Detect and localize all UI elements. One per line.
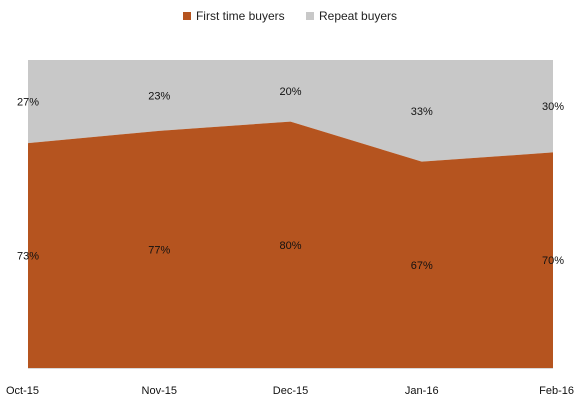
x-tick-label: Feb-16 [539, 385, 574, 397]
x-tick-label: Jan-16 [405, 385, 439, 397]
data-label-first-time: 80% [279, 240, 301, 252]
legend-label-repeat: Repeat buyers [318, 9, 398, 23]
data-label-repeat: 23% [148, 90, 170, 102]
data-label-repeat: 20% [279, 86, 301, 98]
legend-item-repeat-buyers: Repeat buyers [305, 9, 398, 23]
legend-label-first-time: First time buyers [195, 9, 285, 23]
data-label-repeat: 27% [17, 97, 39, 109]
x-tick-label: Oct-15 [6, 385, 39, 397]
area-repeat-buyers [28, 60, 553, 162]
data-label-first-time: 73% [17, 251, 39, 263]
x-tick-label: Nov-15 [142, 385, 177, 397]
legend: First time buyers Repeat buyers [0, 9, 580, 23]
data-label-first-time: 77% [148, 244, 170, 256]
area-first-time-buyers [28, 121, 553, 368]
x-axis-ticks: Oct-15 Nov-15 Dec-15 Jan-16 Feb-16 [6, 385, 574, 397]
x-tick-label: Dec-15 [273, 385, 308, 397]
data-label-first-time: 70% [542, 255, 564, 267]
data-label-first-time: 67% [411, 260, 433, 272]
data-label-repeat: 30% [542, 101, 564, 113]
legend-item-first-time-buyers: First time buyers [182, 9, 285, 23]
legend-swatch-first-time [182, 12, 191, 20]
data-labels: 73% 77% 80% 67% 70% 27% 23% 20% 33% 30% [17, 86, 564, 272]
data-label-repeat: 33% [411, 106, 433, 118]
legend-swatch-repeat [305, 12, 314, 20]
